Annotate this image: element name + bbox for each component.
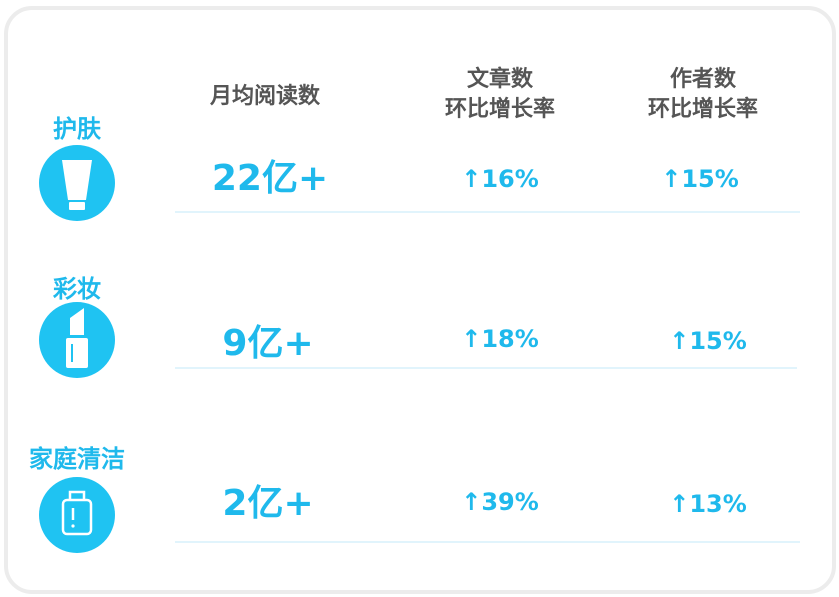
header: 环比增长率	[445, 96, 555, 122]
value: ↑13%	[669, 490, 747, 518]
tube-icon	[39, 145, 115, 221]
header: 环比增长率	[648, 96, 758, 122]
bottle-icon	[39, 477, 115, 553]
category: 彩妆	[52, 275, 101, 303]
value: 22亿+	[212, 158, 328, 199]
value: ↑15%	[661, 165, 739, 193]
value: ↑15%	[669, 327, 747, 355]
header: 作者数	[670, 66, 737, 92]
value: ↑18%	[461, 325, 539, 353]
card	[4, 6, 836, 594]
lipstick-icon	[39, 302, 115, 378]
header: 月均阅读数	[209, 83, 321, 109]
value: 9亿+	[222, 323, 313, 364]
value: ↑16%	[461, 165, 539, 193]
header: 文章数	[467, 66, 534, 92]
value: ↑39%	[461, 488, 539, 516]
category: 护肤	[53, 115, 102, 143]
value: 2亿+	[222, 483, 313, 524]
category: 家庭清洁	[29, 445, 125, 473]
